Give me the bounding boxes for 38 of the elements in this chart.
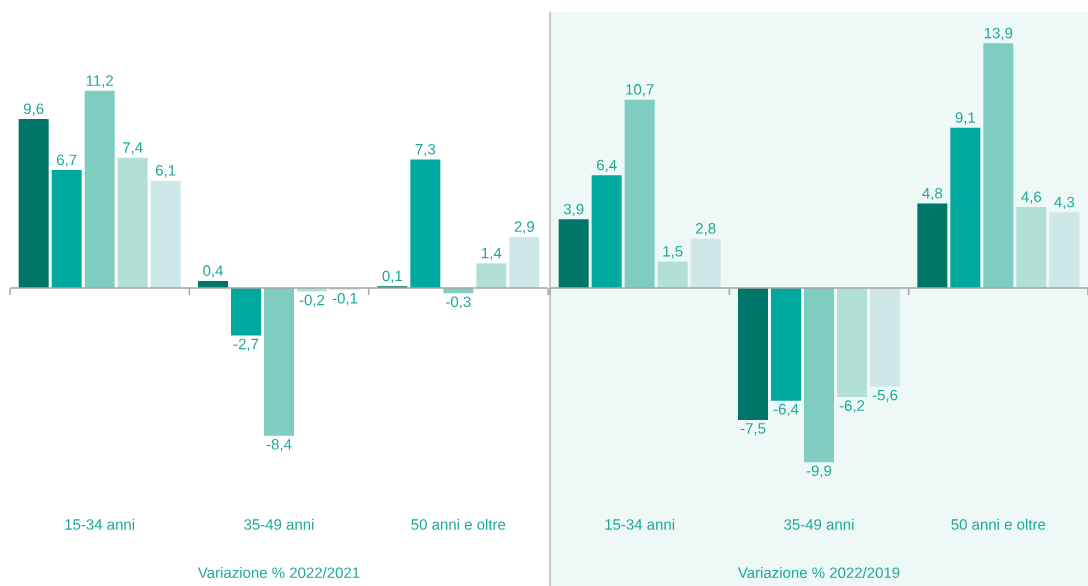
data-label: 6,1 [156, 165, 176, 178]
data-label: 7,3 [415, 143, 436, 157]
data-label: -5,6 [872, 389, 898, 403]
data-label: 2,9 [514, 221, 535, 234]
x-axis-title: Variazione % 2022/2019 [737, 567, 900, 579]
data-label: 10,7 [626, 84, 654, 97]
data-label: -0,2 [299, 294, 325, 308]
data-label: 6,7 [57, 154, 77, 167]
data-label: -0,1 [332, 292, 358, 306]
data-label: -0,3 [446, 296, 471, 309]
x-tick-label: 50 anni e oltre [411, 518, 506, 530]
x-tick-label: 15-34 anni [65, 518, 135, 530]
data-label: 13,9 [984, 27, 1013, 41]
x-tick-label: 50 anni e oltre [951, 518, 1046, 530]
data-label: -6,4 [773, 403, 799, 417]
data-label: -7,5 [740, 423, 766, 436]
data-label: 4,3 [1054, 196, 1075, 210]
data-label: 4,6 [1021, 191, 1042, 204]
data-label: 9,6 [23, 103, 44, 116]
data-label: -6,2 [839, 400, 865, 413]
data-label: 2,8 [696, 223, 716, 236]
data-label: 6,4 [597, 159, 617, 173]
data-label: 11,2 [86, 75, 113, 88]
x-axis-title: Variazione % 2022/2021 [197, 567, 360, 579]
data-label: 1,5 [663, 246, 683, 259]
data-label: 4,8 [922, 187, 943, 201]
data-label: 0,4 [203, 265, 223, 278]
data-label: -9,9 [806, 465, 832, 478]
data-label: 3,9 [563, 203, 584, 217]
data-label: 0,1 [382, 270, 403, 284]
data-label: -2,7 [233, 338, 259, 352]
x-tick-label: 35-49 anni [784, 518, 854, 530]
x-tick-label: 35-49 anni [244, 518, 314, 530]
data-label: 7,4 [123, 142, 143, 155]
data-label: -8,4 [266, 439, 292, 452]
data-label: 9,1 [955, 112, 976, 125]
data-label: 1,4 [482, 247, 502, 261]
x-tick-label: 15-34 anni [605, 518, 675, 530]
